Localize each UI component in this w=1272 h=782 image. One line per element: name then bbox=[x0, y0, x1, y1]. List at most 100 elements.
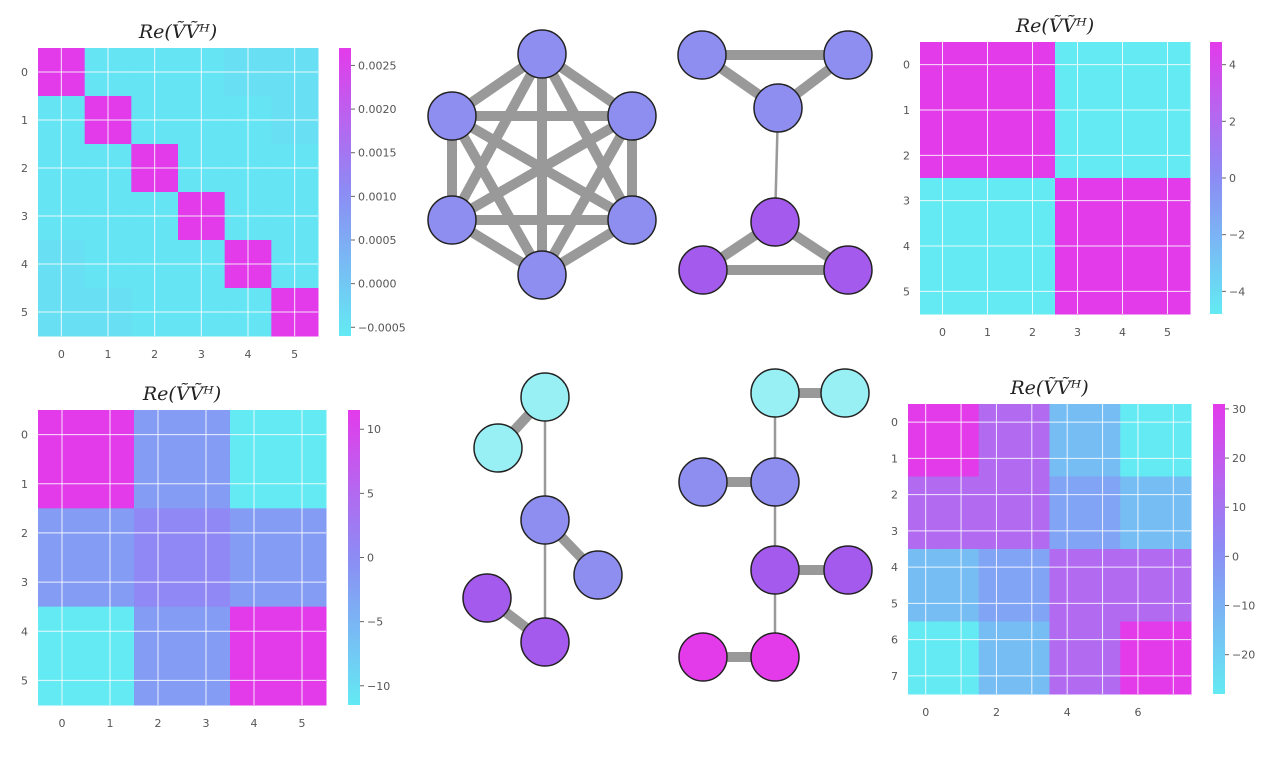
y-tick-label: 0 bbox=[891, 416, 898, 429]
network-graph-2 bbox=[677, 30, 873, 295]
colorbar-tick-label: −2 bbox=[1229, 229, 1245, 242]
x-tick-label: 5 bbox=[299, 717, 306, 730]
graph-node bbox=[520, 372, 570, 422]
chart-title: Re(ṼṼᴴ) bbox=[1009, 377, 1088, 399]
x-tick-label: 1 bbox=[984, 326, 991, 339]
graph-edge bbox=[449, 111, 635, 225]
graph-node bbox=[427, 195, 477, 245]
x-tick-label: 3 bbox=[203, 717, 210, 730]
colorbar bbox=[1210, 42, 1222, 314]
colorbar-tick-label: 0.0000 bbox=[358, 278, 397, 291]
colorbar-tick-label: −20 bbox=[1232, 649, 1255, 662]
x-tick-label: 5 bbox=[1164, 326, 1171, 339]
x-tick-label: 3 bbox=[198, 348, 205, 361]
colorbar-tick-label: −5 bbox=[367, 616, 383, 629]
graph-node bbox=[823, 245, 873, 295]
colorbar-tick-label: 0 bbox=[1229, 172, 1236, 185]
y-tick-label: 1 bbox=[891, 452, 898, 465]
colorbar bbox=[339, 48, 351, 336]
chart-title: Re(ṼṼᴴ) bbox=[142, 383, 221, 405]
graph-node bbox=[750, 632, 800, 682]
y-tick-label: 4 bbox=[891, 561, 898, 574]
y-tick-label: 2 bbox=[21, 162, 28, 175]
x-tick-label: 2 bbox=[155, 717, 162, 730]
colorbar-tick-label: 0.0010 bbox=[358, 190, 397, 203]
graph-node bbox=[517, 29, 567, 79]
y-tick-label: 0 bbox=[21, 429, 28, 442]
graph-node bbox=[750, 197, 800, 247]
graph-node bbox=[427, 91, 477, 141]
chart-title: Re(ṼṼᴴ) bbox=[138, 21, 217, 43]
colorbar-tick-label: −10 bbox=[367, 680, 390, 693]
heatmap-2: Re(ṼṼᴴ) 0 1 2 3 4 5 0 1 2 3 4 5 4 2 0 −2 −4 bbox=[903, 15, 1245, 339]
y-tick-label: 5 bbox=[903, 285, 910, 298]
x-tick-label: 4 bbox=[245, 348, 252, 361]
colorbar bbox=[348, 410, 360, 705]
y-tick-label: 5 bbox=[21, 674, 28, 687]
graph-node bbox=[607, 91, 657, 141]
colorbar-tick-label: 4 bbox=[1229, 59, 1236, 72]
colorbar-tick-label: 0.0020 bbox=[358, 103, 397, 116]
chart-title: Re(ṼṼᴴ) bbox=[1015, 15, 1094, 37]
y-tick-label: 0 bbox=[903, 59, 910, 72]
x-tick-label: 4 bbox=[1064, 706, 1071, 719]
graph-node bbox=[753, 83, 803, 133]
y-tick-label: 5 bbox=[891, 597, 898, 610]
x-tick-label: 6 bbox=[1134, 706, 1141, 719]
y-tick-label: 4 bbox=[21, 625, 28, 638]
graph-edge bbox=[537, 113, 637, 278]
colorbar-tick-label: −4 bbox=[1229, 285, 1245, 298]
colorbar bbox=[1213, 404, 1225, 694]
x-tick-label: 4 bbox=[251, 717, 258, 730]
x-tick-label: 0 bbox=[922, 706, 929, 719]
y-tick-label: 3 bbox=[21, 576, 28, 589]
graph-node bbox=[750, 457, 800, 507]
y-tick-label: 2 bbox=[891, 489, 898, 502]
colorbar-tick-label: 0 bbox=[1232, 550, 1239, 563]
x-tick-label: 2 bbox=[1029, 326, 1036, 339]
network-graph-4 bbox=[678, 368, 873, 682]
colorbar-tick-label: 0 bbox=[367, 552, 374, 565]
y-tick-label: 1 bbox=[21, 114, 28, 127]
x-tick-label: 1 bbox=[105, 348, 112, 361]
network-graph-3 bbox=[462, 372, 623, 667]
graph-node bbox=[520, 617, 570, 667]
heatmap-3: Re(ṼṼᴴ) 0 1 2 3 4 5 0 1 2 3 4 5 10 5 0 −5 −10 bbox=[21, 383, 390, 730]
y-tick-label: 3 bbox=[891, 525, 898, 538]
graph-node bbox=[678, 245, 728, 295]
graph-node bbox=[820, 368, 870, 418]
graph-node bbox=[573, 550, 623, 600]
y-tick-label: 4 bbox=[903, 240, 910, 253]
x-tick-label: 0 bbox=[939, 326, 946, 339]
x-tick-label: 5 bbox=[291, 348, 298, 361]
colorbar-tick-label: 20 bbox=[1232, 452, 1246, 465]
colorbar-tick-label: −10 bbox=[1232, 600, 1255, 613]
y-tick-label: 1 bbox=[903, 104, 910, 117]
y-tick-label: 2 bbox=[903, 149, 910, 162]
colorbar-tick-label: −0.0005 bbox=[358, 321, 406, 334]
y-tick-label: 1 bbox=[21, 478, 28, 491]
graph-node bbox=[517, 250, 567, 300]
colorbar-tick-label: 30 bbox=[1232, 403, 1246, 416]
y-tick-label: 5 bbox=[21, 306, 28, 319]
x-tick-label: 0 bbox=[59, 717, 66, 730]
y-tick-label: 2 bbox=[21, 527, 28, 540]
graph-node bbox=[678, 632, 728, 682]
graph-node bbox=[750, 368, 800, 418]
colorbar-tick-label: 0.0025 bbox=[358, 59, 397, 72]
colorbar-tick-label: 0.0005 bbox=[358, 234, 397, 247]
x-tick-label: 1 bbox=[107, 717, 114, 730]
graph-node bbox=[607, 195, 657, 245]
heatmap-4: Re(ṼṼᴴ) 0 2 4 6 0 1 2 3 4 5 6 7 30 20 10 0 −10 −20 bbox=[891, 377, 1255, 719]
graph-node bbox=[678, 457, 728, 507]
y-tick-label: 0 bbox=[21, 66, 28, 79]
network-graph-1 bbox=[427, 29, 657, 300]
x-tick-label: 2 bbox=[151, 348, 158, 361]
graph-node bbox=[823, 30, 873, 80]
y-tick-label: 3 bbox=[21, 210, 28, 223]
colorbar-tick-label: 2 bbox=[1229, 115, 1236, 128]
y-tick-label: 6 bbox=[891, 634, 898, 647]
colorbar-tick-label: 10 bbox=[367, 423, 381, 436]
colorbar-tick-label: 0.0015 bbox=[358, 147, 397, 160]
